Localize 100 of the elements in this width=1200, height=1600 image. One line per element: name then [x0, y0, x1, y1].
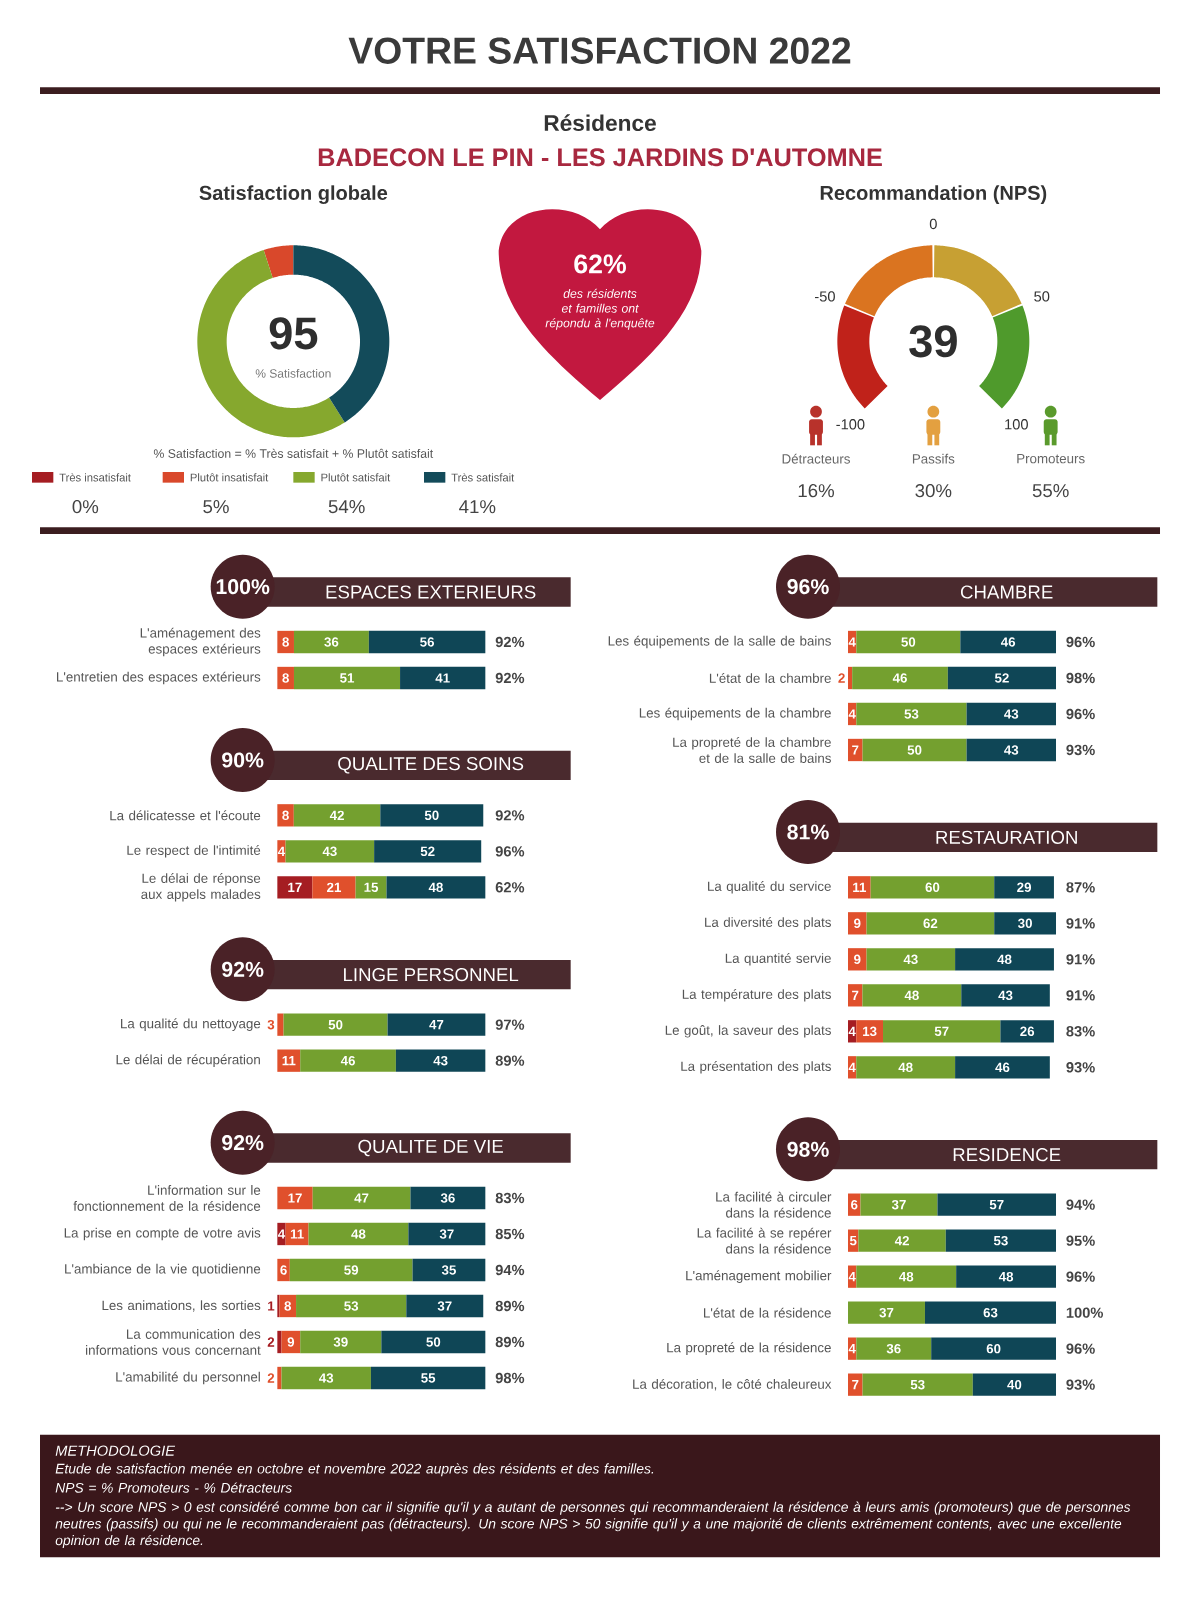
bar	[1000, 1020, 1054, 1043]
bar	[277, 876, 313, 899]
bar	[281, 1330, 301, 1354]
bar	[856, 1265, 957, 1288]
chart-subtitle: 96%	[787, 579, 829, 595]
chart-title: QUALITE DE VIE	[358, 1139, 503, 1157]
bar	[856, 1020, 884, 1043]
bar	[994, 876, 1054, 899]
bar	[848, 912, 867, 935]
text: 39	[909, 325, 957, 358]
bar	[395, 1049, 486, 1072]
bar	[947, 666, 1056, 690]
chart-title: QUALITE DES SOINS	[338, 757, 524, 774]
bar	[381, 1330, 486, 1354]
chart-title: LINGE PERSONNEL	[344, 968, 519, 982]
chart-subtitle: 92%	[222, 961, 264, 977]
bar	[852, 666, 948, 690]
chart-title: CHAMBRE	[960, 585, 1053, 599]
bar	[277, 804, 294, 827]
data-label: 16%	[798, 484, 835, 498]
bar	[866, 948, 956, 971]
bar	[848, 1373, 863, 1396]
bar	[412, 1258, 486, 1282]
text: VOTRE SATISFACTION 2022	[348, 37, 851, 64]
text: 0%	[72, 500, 99, 514]
bar	[848, 738, 863, 762]
bar	[387, 1013, 486, 1036]
bar	[296, 1294, 407, 1318]
bar	[966, 738, 1056, 762]
bar	[856, 1337, 932, 1360]
bar	[277, 1258, 290, 1282]
bar	[955, 1056, 1050, 1079]
chart-subtitle: 90%	[222, 752, 264, 768]
bar	[380, 804, 484, 827]
bar	[312, 1186, 411, 1210]
bar	[400, 666, 486, 690]
bar	[368, 630, 486, 654]
bar	[860, 1193, 938, 1216]
bar	[856, 630, 961, 654]
bar	[293, 804, 381, 827]
bar	[300, 1049, 396, 1072]
bar	[279, 1294, 297, 1318]
bar	[856, 1056, 956, 1079]
bar	[966, 702, 1056, 726]
bar	[862, 984, 962, 1007]
bar	[883, 1020, 1001, 1043]
bar	[300, 1330, 382, 1354]
bar	[848, 1301, 925, 1324]
bar	[870, 876, 995, 899]
chart-subtitle: 98%	[787, 1141, 829, 1157]
bar	[848, 876, 871, 899]
bar	[866, 912, 995, 935]
chart-title: ESPACES EXTERIEURS	[326, 585, 536, 599]
bar	[374, 840, 482, 863]
bar	[277, 1013, 284, 1036]
bar	[931, 1337, 1056, 1360]
bar	[862, 738, 967, 762]
bar	[386, 876, 486, 899]
bar	[856, 702, 967, 726]
bar	[945, 1229, 1056, 1252]
text: BADECON LE PIN - LES JARDINS D'AUTOMNE	[318, 148, 882, 167]
chart-title: RESTAURATION	[936, 830, 1077, 844]
bar	[994, 912, 1056, 935]
bar	[862, 1373, 973, 1396]
bar	[924, 1301, 1056, 1324]
bar	[972, 1373, 1056, 1396]
bar	[277, 630, 294, 654]
bar	[406, 1294, 484, 1318]
bar	[955, 948, 1054, 971]
bar	[312, 876, 356, 899]
bar	[370, 1366, 486, 1390]
bar	[293, 630, 369, 654]
bar	[277, 666, 294, 690]
bar	[277, 840, 286, 863]
bar	[283, 1013, 388, 1036]
bar	[956, 1265, 1056, 1288]
chart-subtitle: 92%	[222, 1135, 264, 1151]
bar	[937, 1193, 1056, 1216]
data-label: 54%	[328, 500, 365, 514]
data-label: 55%	[1032, 484, 1069, 498]
chart-title: RESIDENCE	[953, 1148, 1061, 1162]
text: 95	[269, 317, 318, 350]
data-label: 5%	[203, 500, 229, 514]
bar	[308, 1222, 409, 1246]
text: Résidence	[544, 114, 656, 132]
bar	[293, 666, 401, 690]
bar	[961, 984, 1050, 1007]
bar	[289, 1258, 413, 1282]
data-label: 41%	[459, 500, 496, 514]
text: 62%	[574, 254, 626, 274]
bar	[285, 840, 375, 863]
bar	[277, 1186, 313, 1210]
bar	[960, 630, 1056, 654]
bar	[410, 1186, 486, 1210]
bar	[408, 1222, 486, 1246]
chart-subtitle: 81%	[787, 824, 829, 840]
bar	[277, 1049, 301, 1072]
chart-title: Satisfaction globale	[199, 185, 388, 204]
bar	[848, 948, 867, 971]
bar	[858, 1229, 946, 1252]
